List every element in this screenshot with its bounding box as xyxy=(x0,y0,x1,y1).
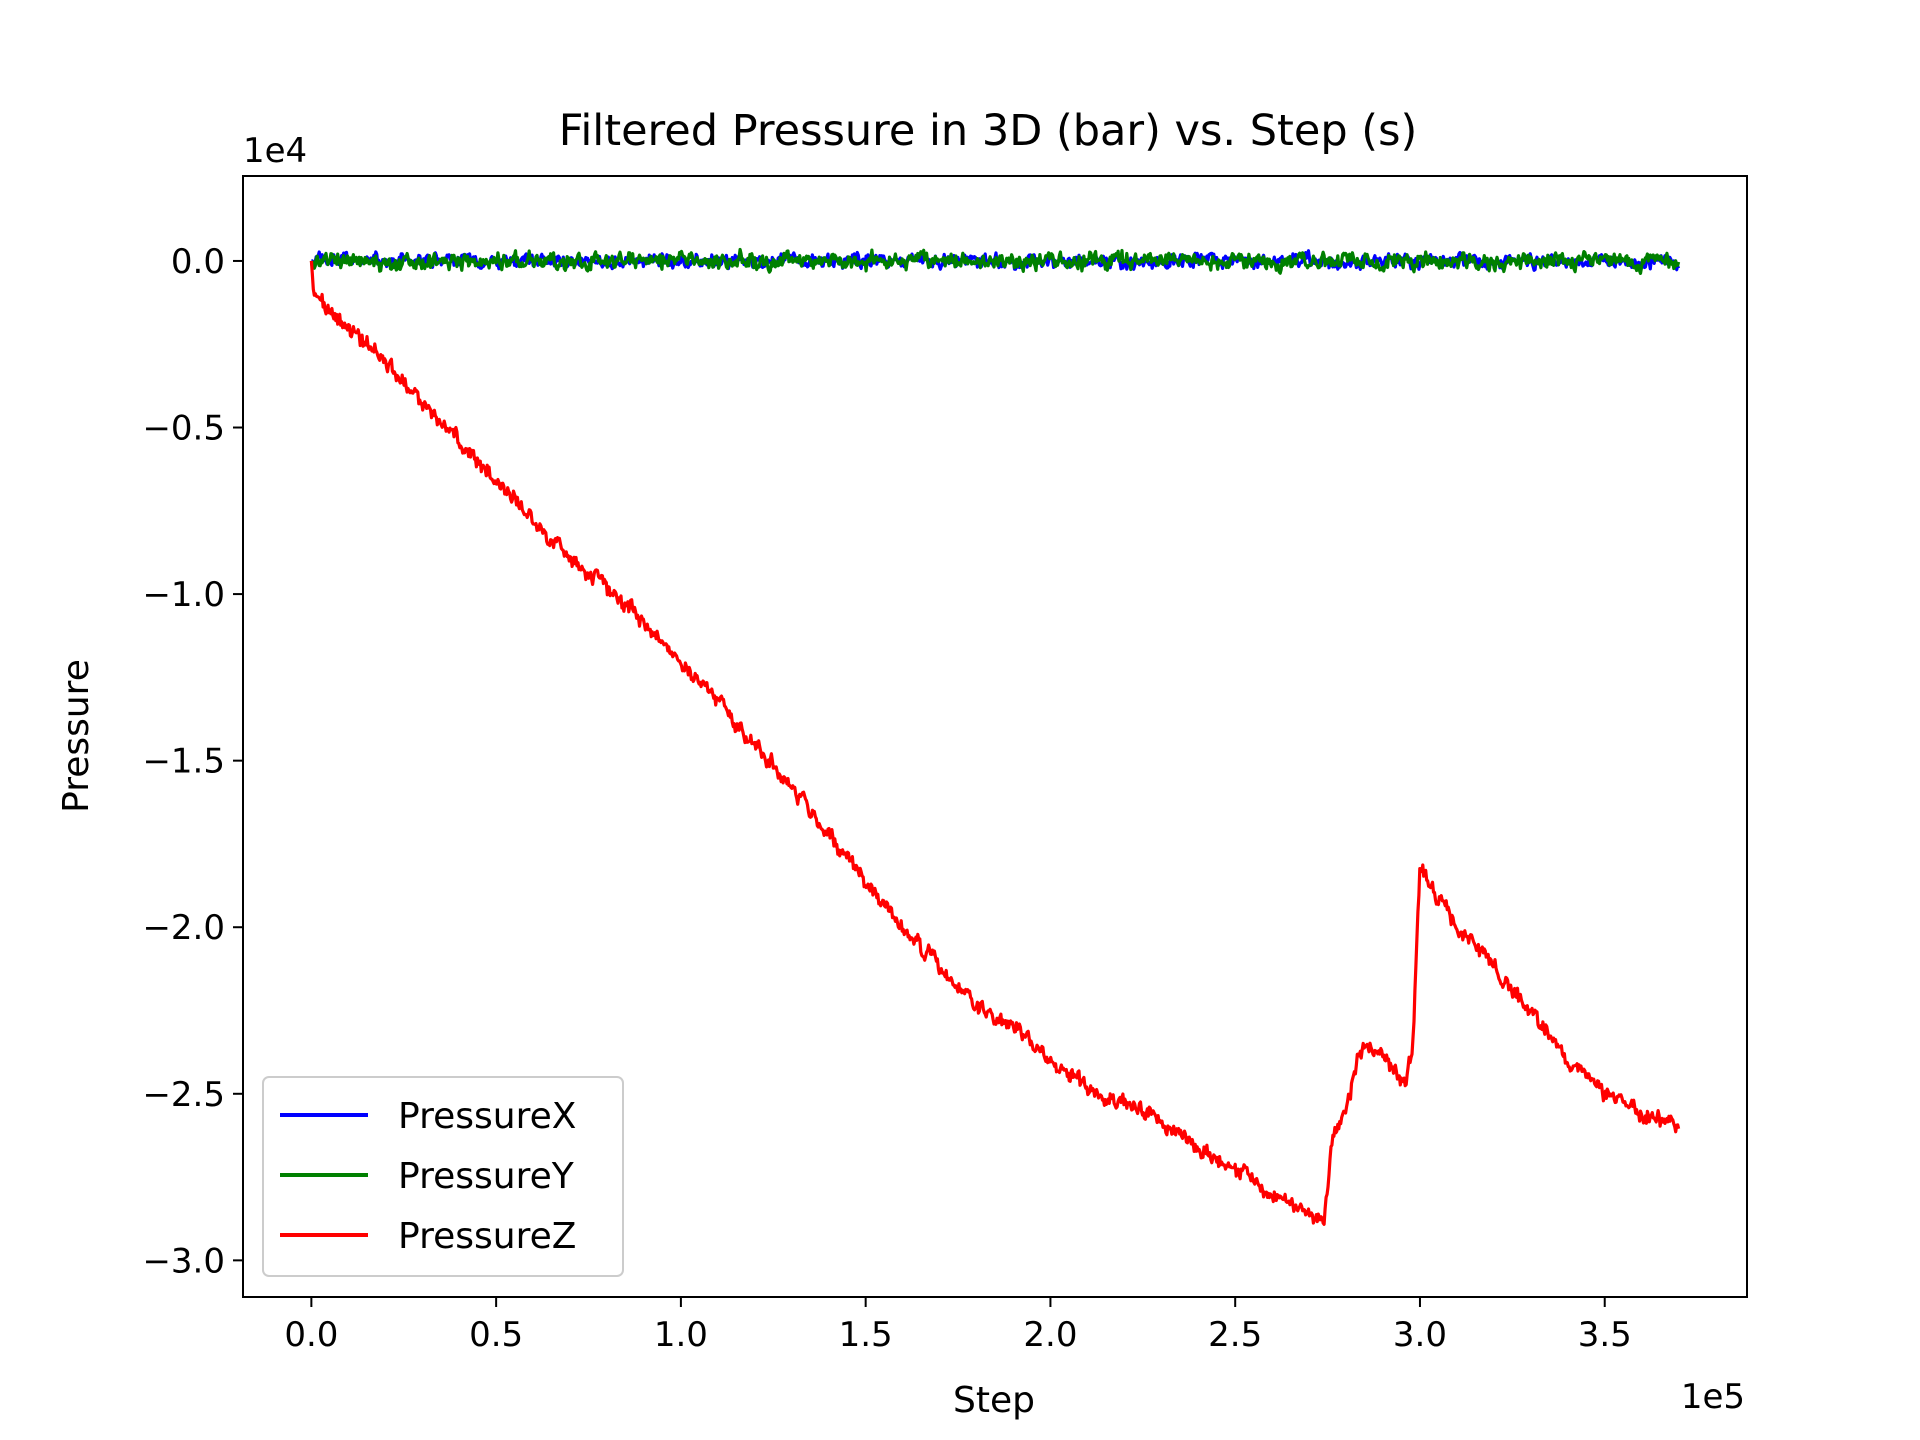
y-tick-label: −0.5 xyxy=(142,409,225,449)
x-tick-label: 3.0 xyxy=(1393,1315,1447,1355)
x-offset-text: 1e5 xyxy=(1681,1377,1745,1417)
legend-box xyxy=(262,1076,624,1277)
x-tick-label: 2.0 xyxy=(1023,1315,1077,1355)
y-tick-label: −2.0 xyxy=(142,908,225,948)
x-axis-label: Step xyxy=(953,1380,1035,1421)
y-offset-text: 1e4 xyxy=(243,131,307,171)
axes-frame xyxy=(242,175,1748,1298)
series-line-PressureY xyxy=(309,247,1681,275)
y-axis-label: Pressure xyxy=(56,659,97,813)
plot-area xyxy=(242,175,1748,1298)
y-tick-label: −2.5 xyxy=(142,1075,225,1115)
series-layer xyxy=(309,247,1681,1226)
y-tick-label: 0.0 xyxy=(171,242,225,282)
y-tick-label: −1.0 xyxy=(142,575,225,615)
y-axis: 0.0 −0.5 −1.0 −1.5 −2.0 −2.5 −3.0 xyxy=(142,242,243,1281)
x-tick-label: 3.5 xyxy=(1578,1315,1632,1355)
x-tick-label: 2.5 xyxy=(1208,1315,1262,1355)
x-tick-label: 1.0 xyxy=(654,1315,708,1355)
legend-label: PressureZ xyxy=(398,1216,576,1257)
y-tick-label: −3.0 xyxy=(142,1241,225,1281)
series-line-PressureZ xyxy=(309,260,1681,1226)
legend-label: PressureX xyxy=(398,1096,576,1137)
legend: PressureX PressureY PressureZ xyxy=(262,1076,624,1277)
x-tick-label: 0.5 xyxy=(469,1315,523,1355)
chart-title: Filtered Pressure in 3D (bar) vs. Step (… xyxy=(559,106,1418,156)
y-tick-label: −1.5 xyxy=(142,742,225,782)
x-tick-label: 0.0 xyxy=(284,1315,338,1355)
x-tick-label: 1.5 xyxy=(839,1315,893,1355)
x-axis: 0.0 0.5 1.0 1.5 2.0 2.5 3.0 3.5 xyxy=(284,1297,1632,1355)
legend-label: PressureY xyxy=(398,1156,575,1197)
